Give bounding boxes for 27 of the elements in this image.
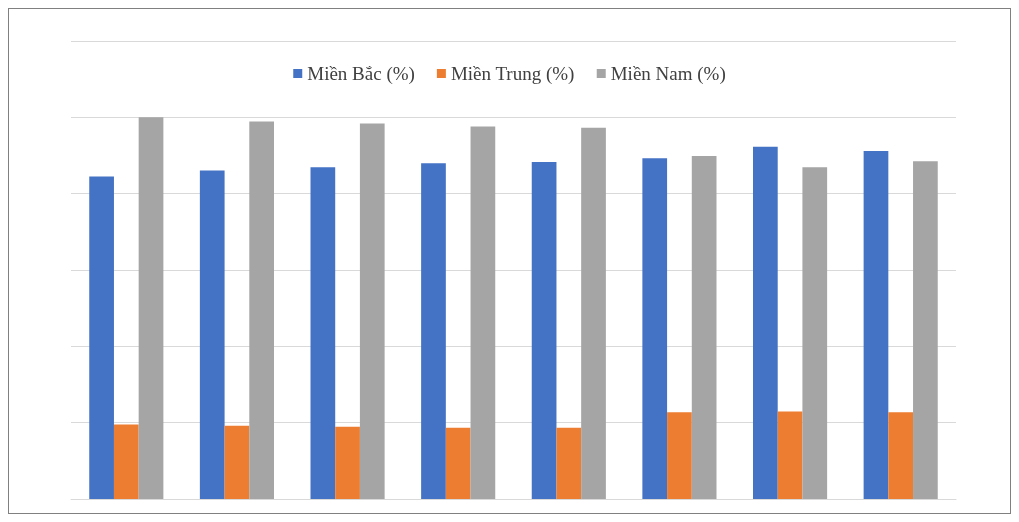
legend-label: Miền Trung (%) [450, 63, 575, 85]
legend-label: Miền Bắc (%) [307, 63, 415, 85]
bar [470, 126, 496, 499]
bar [753, 146, 778, 499]
bar [249, 121, 274, 499]
bar [113, 424, 139, 499]
bar [421, 163, 446, 499]
bar [802, 167, 828, 499]
bar [581, 127, 606, 499]
bar [863, 150, 889, 499]
bar [913, 161, 938, 499]
bar [556, 427, 582, 499]
bar [224, 425, 250, 499]
bar [531, 161, 557, 499]
bar [888, 412, 914, 499]
bar [359, 123, 385, 499]
bar [667, 412, 692, 499]
bar [89, 176, 114, 499]
bar [199, 170, 225, 499]
bar [777, 411, 803, 499]
bar [445, 427, 471, 499]
bar [691, 155, 717, 499]
bar [310, 167, 336, 499]
bar [642, 158, 668, 499]
bar [138, 117, 164, 499]
legend-label: Miền Nam (%) [610, 63, 726, 85]
bar [335, 426, 360, 499]
